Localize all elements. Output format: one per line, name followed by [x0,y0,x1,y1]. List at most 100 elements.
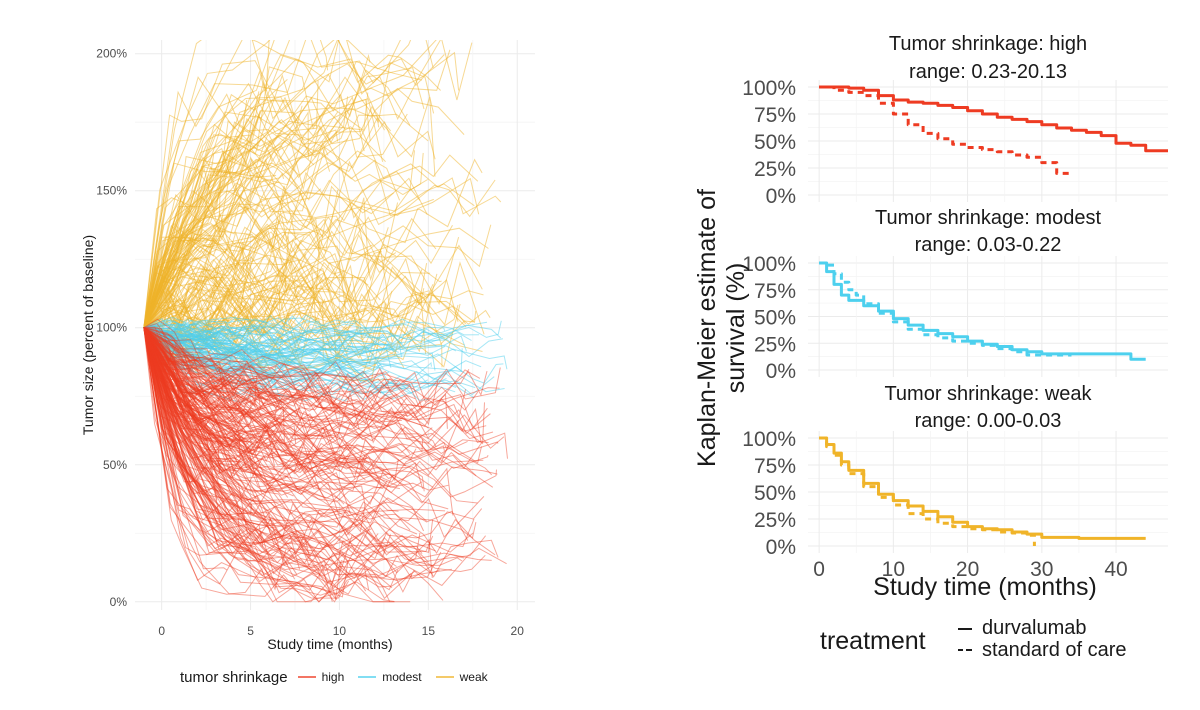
patient-line-modest [143,315,357,343]
patient-line-high [143,327,244,430]
km-x-tick-label: 0 [813,558,825,581]
km-panel-range: range: 0.23-20.13 [909,61,1067,83]
patient-line-high [143,327,395,476]
patient-line-high [143,327,498,504]
patient-line-high [143,327,310,555]
patient-line-high [143,327,352,472]
patient-line-high [143,327,296,560]
patient-line-high [143,327,477,477]
patient-line-high [143,327,366,507]
patient-line-high [143,327,289,498]
patient-line-high [143,327,288,456]
patient-line-high [143,327,392,559]
patient-line-high [143,327,484,488]
patient-line-modest [143,327,475,399]
patient-line-high [143,327,489,456]
patient-line-weak [143,99,346,328]
patient-line-high [143,327,489,469]
patient-line-high [143,327,424,457]
patient-line-high [143,327,333,602]
patient-line-weak [143,49,451,329]
patient-line-modest [143,323,389,362]
patient-line-high [143,327,418,555]
patient-line-high [143,327,281,521]
patient-line-high [143,327,482,476]
patient-line-high [143,327,341,571]
patient-line-high [143,327,411,603]
patient-line-high [143,327,350,546]
km-y-tick-label: 100% [742,253,796,276]
patient-line-high [143,327,319,451]
patient-line-high [143,327,240,463]
patient-line-high [143,327,339,561]
km-panel-range: range: 0.03-0.22 [915,234,1062,256]
patient-line-high [143,327,249,441]
patient-line-high [143,327,326,500]
patient-line-high [143,327,341,430]
patient-line-high [143,327,421,579]
patient-line-high [143,327,321,583]
patient-line-weak [143,265,477,343]
patient-line-high [143,327,395,603]
km-gridlines [808,256,1168,377]
patient-line-weak [143,166,221,328]
patient-line-high [143,327,228,571]
patient-line-high [143,327,296,580]
patient-line-weak [143,114,380,328]
patient-line-high [143,327,332,437]
km-y-tick-label: 75% [754,455,796,478]
km-y-tick-label: 25% [754,333,796,356]
patient-line-high [143,327,300,416]
patient-line-modest [143,320,283,356]
patient-line-high [143,327,320,489]
patient-line-high [143,327,366,428]
km-gridlines [808,80,1168,202]
patient-line-high [143,327,226,408]
patient-line-high [143,327,494,488]
patient-line-high [143,327,252,555]
patient-line-weak [143,296,405,368]
patient-line-high [143,327,507,591]
patient-line-high [143,327,360,440]
patient-line-modest [143,327,375,367]
patient-line-high [143,327,470,408]
left-x-tick-label: 10 [333,624,347,638]
km-panel-modest: Tumor shrinkage: modest range: 0.03-0.22 0… [742,207,1168,383]
legend-key-high [297,676,316,678]
patient-line-high [143,327,483,539]
patient-line-high [143,327,379,483]
legend-key-weak [435,676,454,678]
patient-line-high [143,327,331,583]
patient-line-high [143,327,337,601]
km-curve-durvalumab [819,85,1168,153]
patient-line-high [143,318,258,407]
patient-line-weak [143,160,434,328]
patient-line-high [143,327,388,489]
km-y-tick-label: 50% [754,131,796,154]
patient-line-high [143,327,275,562]
patient-line-high [143,327,501,409]
patient-line-high [143,327,440,574]
patient-line-high [143,327,375,465]
patient-line-high [143,327,406,466]
patient-line-high [143,327,382,394]
left-y-tick-label: 100% [96,321,127,335]
patient-line-high [143,327,448,404]
patient-line-high [143,327,428,418]
km-panel-range: range: 0.00-0.03 [915,410,1062,432]
patient-line-high [143,327,248,469]
patient-line-high [143,327,474,573]
patient-line-weak [143,249,429,332]
km-y-tick-label: 75% [754,104,796,127]
patient-line-weak [143,87,465,328]
patient-line-high [143,327,217,459]
km-x-tick-label: 20 [956,558,979,581]
km-panel-weak: Tumor shrinkage: weak range: 0.00-0.03 0% 2… [742,383,1168,581]
patient-line-weak [143,40,329,328]
patient-line-modest [143,327,280,367]
patient-line-high [143,327,235,477]
patient-line-high [143,327,488,430]
left-legend: tumor shrinkage high modest weak [180,666,488,688]
patient-line-weak [143,239,483,343]
